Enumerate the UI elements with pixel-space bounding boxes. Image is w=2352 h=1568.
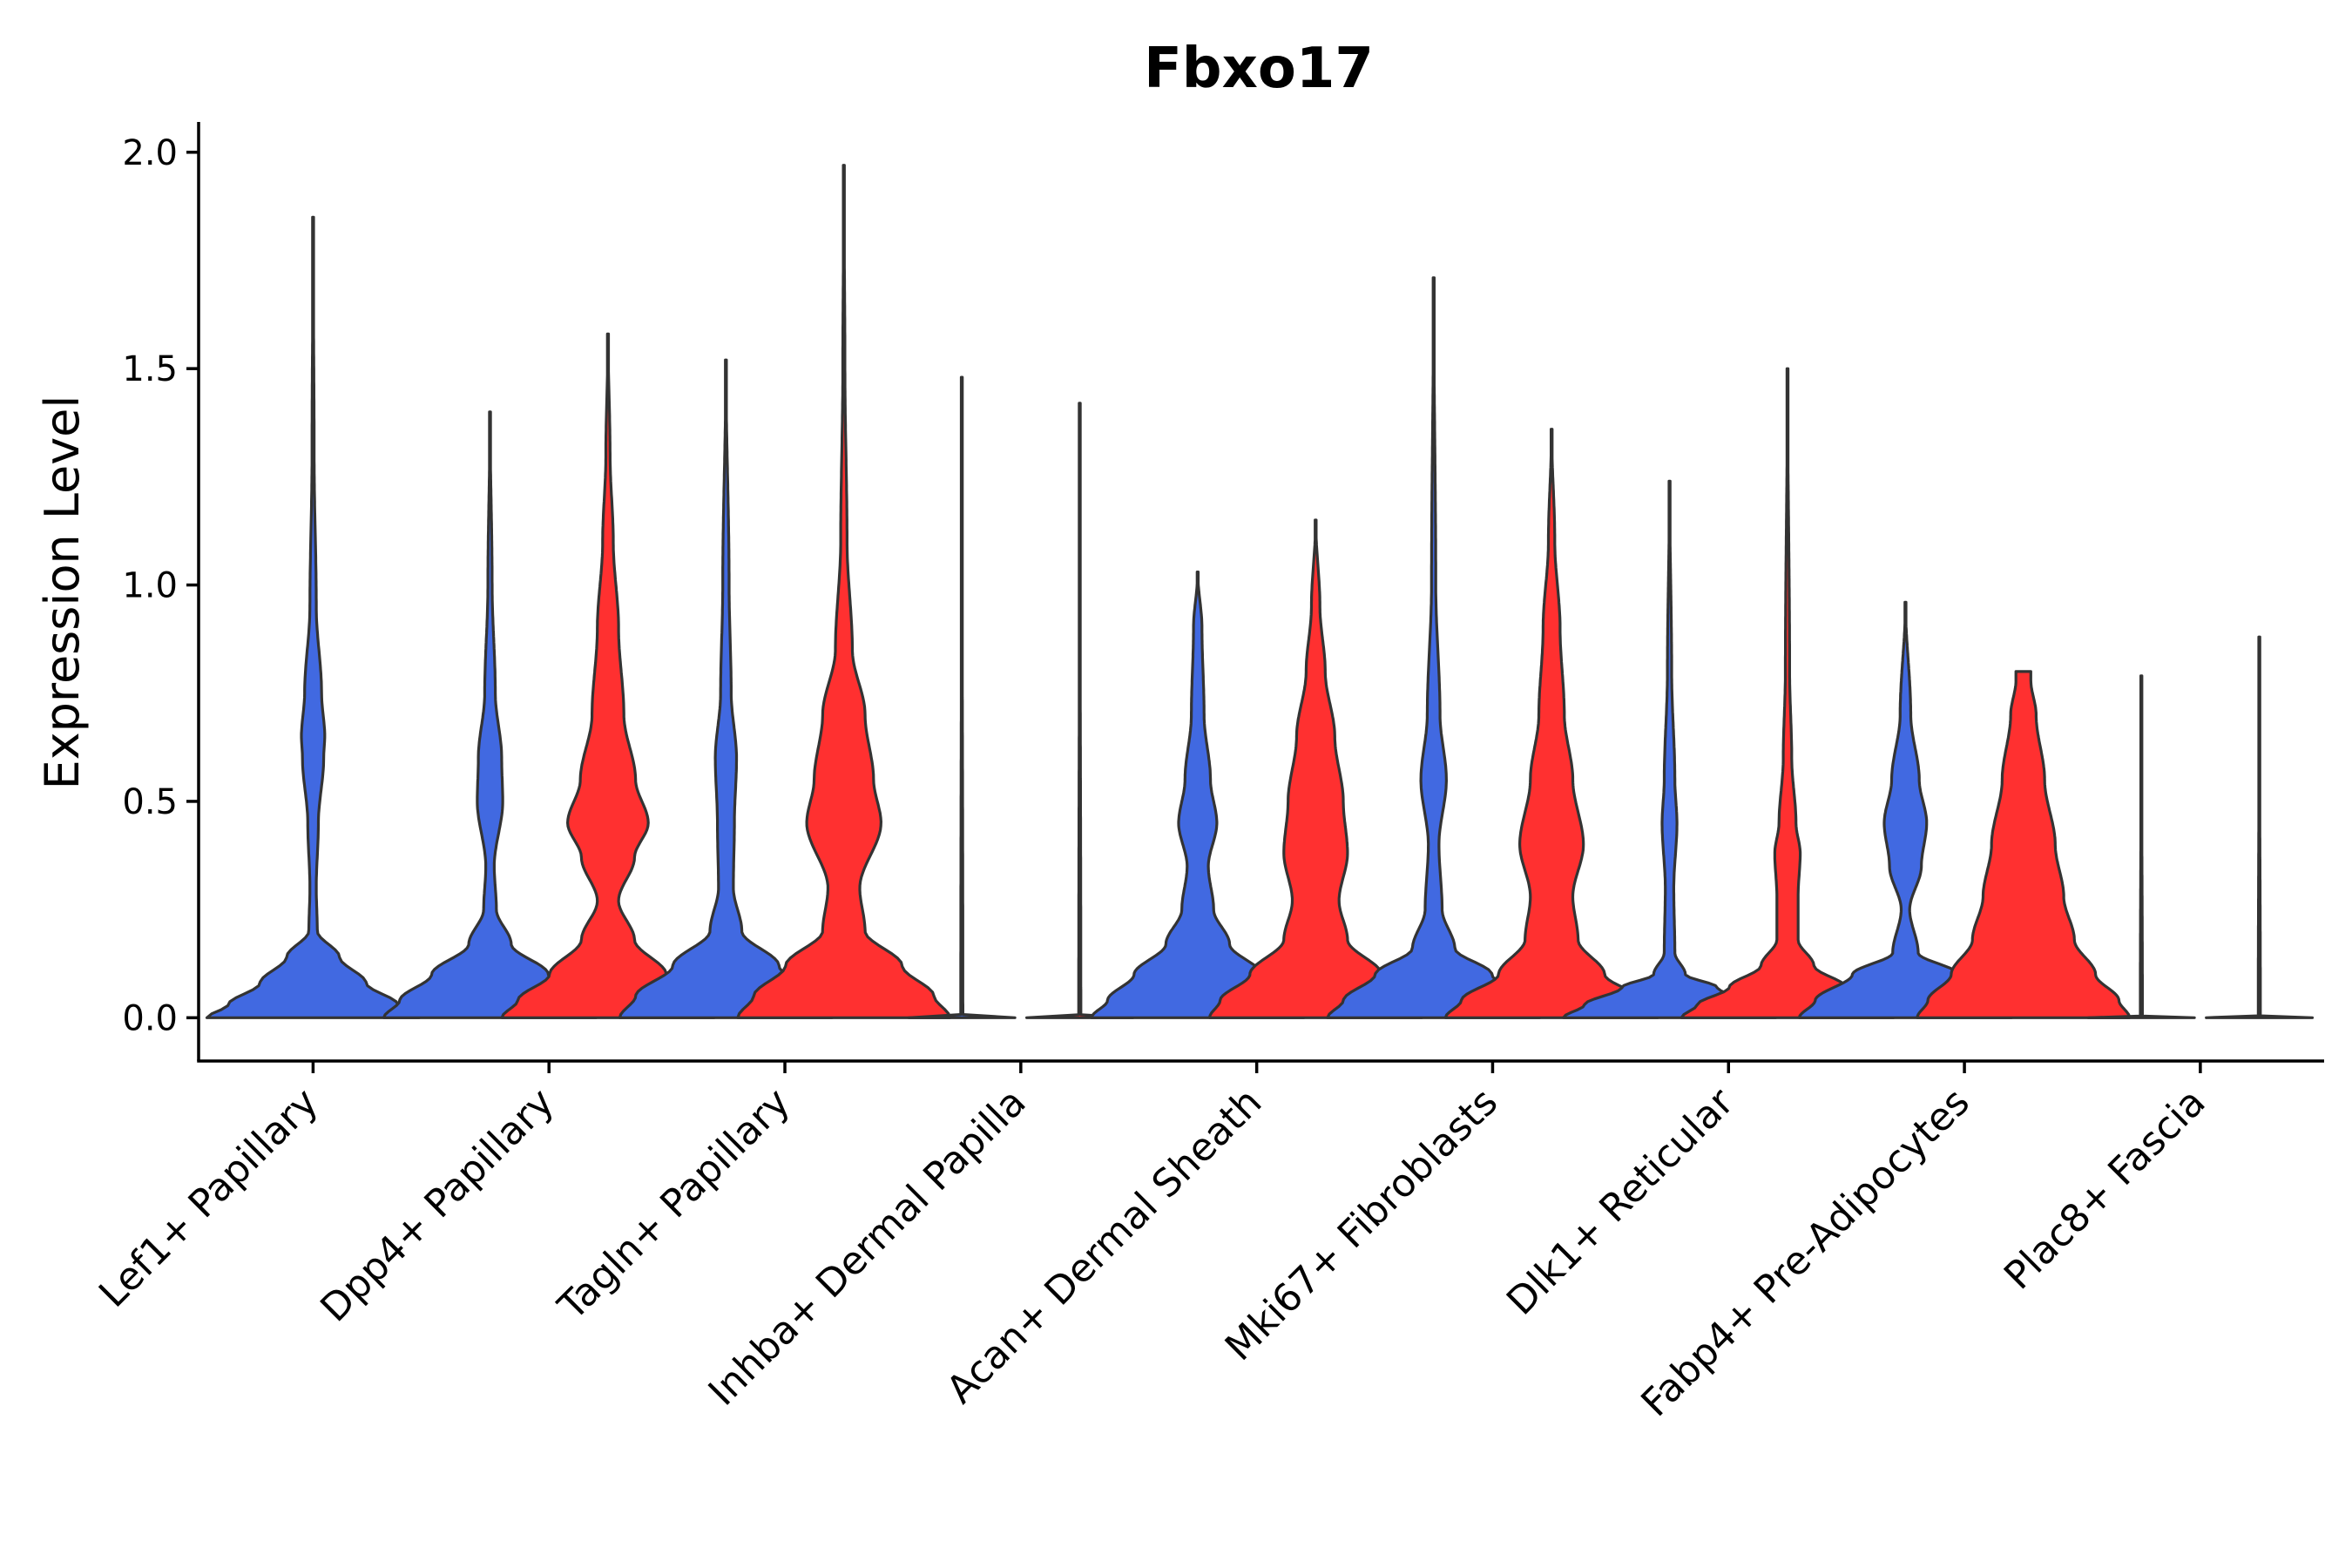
- violin-1-blue: [382, 410, 598, 1019]
- x-tick-label: Plac8+ Fascia: [1996, 1080, 2214, 1299]
- violin-4-blue: [1090, 571, 1306, 1019]
- violin-5-blue: [1326, 276, 1542, 1019]
- violin-1-red: [500, 332, 716, 1019]
- y-tick-label: 1.5: [122, 349, 178, 389]
- violin-7-red: [1916, 670, 2132, 1019]
- chart-title: Fbxo17: [1144, 37, 1374, 101]
- violin-8-blue: [2086, 674, 2196, 1019]
- x-tick-label: Lef1+ Papillary: [91, 1080, 327, 1316]
- y-axis-label: Expression Level: [35, 395, 90, 790]
- x-tick-label: Tagln+ Papillary: [550, 1080, 799, 1329]
- violins-group: [205, 164, 2315, 1019]
- violin-3-blue: [907, 375, 1017, 1019]
- y-ticks-group: 0.0 0.5 1.0 1.5 2.0: [122, 133, 199, 1038]
- violin-3-red: [1025, 402, 1135, 1019]
- axes-group: [197, 122, 2324, 1063]
- violin-7-blue: [1797, 600, 2013, 1019]
- violin-4-red: [1207, 518, 1423, 1019]
- y-tick-label: 0.5: [122, 782, 178, 822]
- violin-6-red: [1680, 367, 1896, 1019]
- violin-0-blue: [205, 215, 421, 1019]
- x-tick-label: Mki67+ Fibroblasts: [1217, 1080, 1506, 1369]
- violin-5-red: [1443, 428, 1659, 1019]
- violin-6-blue: [1562, 479, 1777, 1019]
- violin-8-red: [2205, 635, 2315, 1019]
- y-tick-label: 2.0: [122, 133, 178, 173]
- violin-2-blue: [618, 358, 834, 1019]
- x-tick-label: Dlk1+ Reticular: [1498, 1079, 1743, 1324]
- y-tick-label: 0.0: [122, 998, 178, 1038]
- y-tick-label: 1.0: [122, 566, 178, 606]
- x-tick-label: Dpp4+ Papillary: [312, 1080, 563, 1331]
- violin-2-red: [736, 164, 952, 1019]
